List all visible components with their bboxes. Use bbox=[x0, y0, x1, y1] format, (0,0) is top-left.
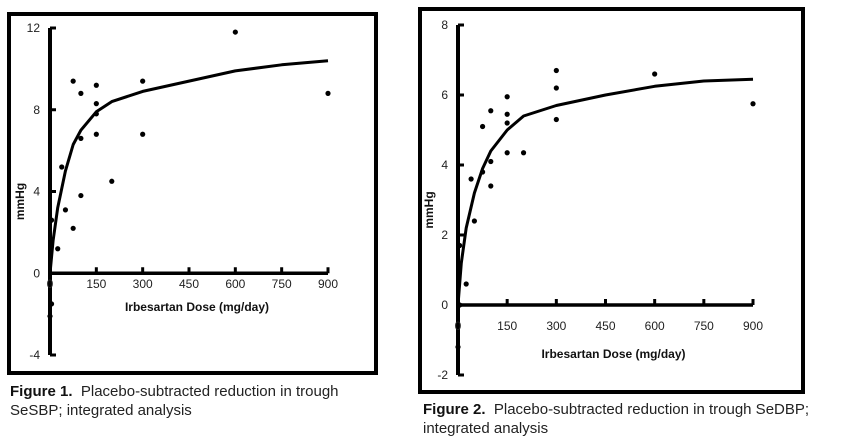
fig1-data-point bbox=[93, 101, 99, 107]
fig2-y-tick-label: 8 bbox=[441, 18, 448, 32]
fig1-data-point bbox=[140, 131, 146, 137]
figure-1-caption-label: Figure 1. bbox=[10, 383, 73, 400]
fig2-y-tick-label: -2 bbox=[437, 368, 448, 382]
fig1-y-tick-label: 0 bbox=[33, 266, 40, 280]
fig2-fitted-curve bbox=[456, 77, 754, 306]
fig1-x-tick-label: 450 bbox=[179, 277, 199, 291]
fig2-y-tick-label: 0 bbox=[441, 298, 448, 312]
fig2-y-tick-label: 4 bbox=[441, 158, 448, 172]
fig2-data-point bbox=[504, 150, 510, 156]
fig1-fitted-curve bbox=[48, 59, 329, 274]
fig2-data-point bbox=[463, 281, 469, 287]
fig1-data-point bbox=[62, 207, 69, 213]
fig1-data-point bbox=[140, 78, 146, 84]
fig2-data-point bbox=[553, 116, 559, 123]
figure-2-caption: Figure 2. Placebo-subtracted reduction i… bbox=[423, 400, 823, 438]
figure-2-caption-text: Placebo-subtracted reduction in trough S… bbox=[423, 401, 810, 437]
fig1-y-tick-label: -4 bbox=[29, 348, 40, 362]
fig1-x-tick-label: 300 bbox=[133, 277, 153, 291]
fig2-data-point bbox=[652, 71, 658, 77]
figure-2-frame bbox=[418, 7, 805, 394]
fig2-x-tick-label: 750 bbox=[694, 319, 714, 333]
fig1-y-tick-label: 12 bbox=[27, 21, 41, 35]
fig1-data-point bbox=[47, 313, 53, 319]
fig1-data-point bbox=[59, 164, 65, 170]
fig2-x-axis-label: Irbesartan Dose (mg/day) bbox=[541, 347, 685, 361]
fig1-data-point bbox=[93, 131, 99, 137]
fig2-x-tick-label: 450 bbox=[595, 319, 615, 333]
fig1-data-point bbox=[109, 178, 115, 184]
fig1-y-tick-label: 8 bbox=[33, 103, 40, 117]
fig2-data-point bbox=[520, 150, 527, 156]
fig2-x-tick-label: 150 bbox=[497, 319, 517, 333]
fig1-data-point bbox=[93, 82, 99, 88]
fig1-y-tick-label: 4 bbox=[33, 185, 40, 199]
fig2-x-tick-label: 300 bbox=[546, 319, 566, 333]
fig2-data-point bbox=[504, 94, 510, 100]
fig1-x-tick-label: 0 bbox=[47, 277, 54, 291]
fig2-data-point bbox=[553, 67, 559, 74]
fig1-x-tick-label: 150 bbox=[86, 277, 106, 291]
fig2-data-point bbox=[488, 108, 494, 114]
fig2-x-tick-label: 600 bbox=[645, 319, 665, 333]
fig2-data-point bbox=[488, 183, 494, 189]
fig1-data-point bbox=[55, 246, 61, 252]
fig2-data-point bbox=[750, 101, 756, 107]
fig2-data-point bbox=[504, 111, 510, 117]
fig1-data-point bbox=[70, 78, 76, 84]
fig2-data-point bbox=[504, 120, 510, 126]
fig1-data-point bbox=[48, 217, 55, 223]
figure-2-caption-label: Figure 2. bbox=[423, 401, 486, 418]
fig1-x-tick-label: 900 bbox=[318, 277, 338, 291]
fig1-data-point bbox=[78, 135, 84, 141]
fig1-y-axis-label: mmHg bbox=[13, 183, 27, 220]
fig2-data-point bbox=[553, 85, 559, 91]
fig1-x-tick-label: 600 bbox=[225, 277, 245, 291]
fig2-data-point bbox=[455, 344, 461, 350]
figure-1-caption: Figure 1. Placebo-subtracted reduction i… bbox=[10, 382, 390, 420]
fig1-data-point bbox=[70, 225, 76, 231]
fig1-data-point bbox=[232, 29, 238, 35]
fig1-data-point bbox=[325, 90, 331, 96]
fig2-data-point bbox=[479, 123, 486, 130]
figure-1-frame bbox=[7, 12, 378, 375]
fig2-data-point bbox=[471, 218, 477, 224]
fig2-y-axis-label: mmHg bbox=[422, 191, 436, 228]
fig1-x-axis-label: Irbesartan Dose (mg/day) bbox=[125, 300, 269, 314]
fig2-data-point bbox=[468, 176, 474, 182]
fig2-y-tick-label: 6 bbox=[441, 88, 448, 102]
fig2-data-point bbox=[488, 158, 494, 165]
figure-1-caption-text: Placebo-subtracted reduction in trough S… bbox=[10, 383, 339, 419]
fig1-data-point bbox=[48, 301, 55, 307]
fig2-data-point bbox=[457, 242, 463, 249]
fig2-y-tick-label: 2 bbox=[441, 228, 448, 242]
fig2-x-tick-label: 900 bbox=[743, 319, 763, 333]
fig1-data-point bbox=[78, 192, 84, 199]
fig2-x-tick-label: 0 bbox=[455, 319, 462, 333]
fig1-data-point bbox=[78, 90, 84, 96]
fig1-x-tick-label: 750 bbox=[272, 277, 292, 291]
